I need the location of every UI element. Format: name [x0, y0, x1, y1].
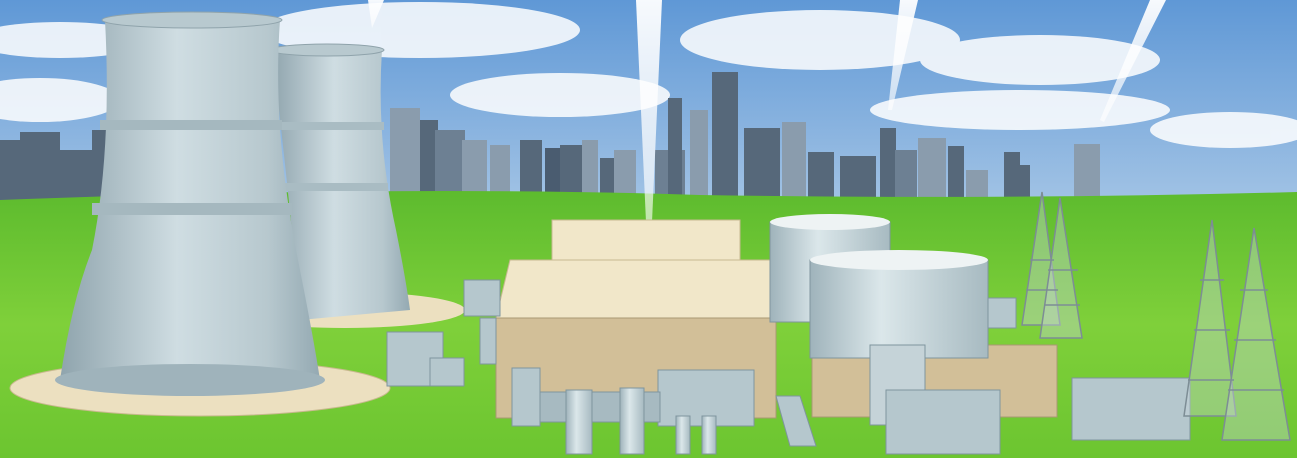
reactor-buildings-part: [987, 297, 1017, 329]
storage-tanks-part: [701, 415, 717, 455]
skyscraper: [560, 145, 582, 205]
turbine-hall-part: [495, 259, 777, 319]
light-beams-part: [636, 0, 662, 222]
storage-tanks-part: [675, 415, 691, 455]
skyscraper: [1074, 144, 1100, 205]
skyscraper: [808, 152, 834, 205]
cooling-tower-back-part: [276, 183, 388, 191]
transmission-towers-part: [1183, 219, 1237, 417]
skyscraper: [1004, 152, 1020, 205]
skyscraper: [948, 146, 964, 205]
skyscraper: [582, 140, 598, 205]
clouds: [0, 2, 1297, 148]
skyscraper: [60, 150, 95, 205]
cooling-tower-back-part: [272, 122, 384, 130]
light-beams-part: [888, 0, 918, 110]
city-skyline: [0, 72, 1100, 205]
turbine-hall-part: [511, 367, 541, 427]
skyscraper: [668, 98, 682, 205]
light-beams: [368, 0, 1166, 222]
skyscraper: [545, 148, 563, 205]
small-buildings-part: [429, 357, 465, 387]
cooling-tower-front-part: [55, 364, 325, 396]
transmission-towers-part: [1039, 197, 1083, 339]
skyscraper: [895, 150, 917, 205]
clouds-part: [0, 78, 120, 122]
skyscraper: [20, 132, 60, 205]
small-buildings-part: [479, 317, 497, 365]
storage-tanks-part: [565, 389, 593, 455]
cooling-tower-back-part: [269, 43, 385, 57]
reactor-buildings-part: [770, 214, 890, 230]
turbine-hall-part: [551, 219, 741, 261]
light-beams-part: [1100, 0, 1166, 122]
skyscraper: [712, 72, 738, 205]
clouds-part: [870, 90, 1170, 130]
skyscraper: [390, 108, 420, 205]
storage-tanks-part: [619, 387, 645, 455]
clouds-part: [450, 73, 670, 117]
small-buildings-part: [775, 395, 817, 447]
transmission-towers: [1021, 191, 1291, 441]
skyscraper: [520, 140, 542, 205]
reactor-buildings-part: [1071, 377, 1191, 441]
skyscraper: [966, 170, 988, 205]
reactor-buildings-part: [810, 250, 988, 270]
skyscraper: [1020, 165, 1030, 205]
skyscraper: [614, 150, 636, 205]
skyscraper: [420, 120, 438, 205]
skyscraper: [880, 128, 896, 205]
light-beams-part: [368, 0, 384, 28]
storage-tanks: [565, 387, 717, 455]
cooling-tower-front: [9, 11, 391, 417]
reactor-buildings: [769, 214, 1191, 455]
skyscraper: [744, 128, 780, 205]
transmission-towers-part: [1221, 227, 1291, 441]
cooling-tower-front-part: [92, 203, 292, 215]
clouds-part: [1150, 112, 1297, 148]
transmission-towers-part: [1026, 259, 1284, 391]
clouds-part: [680, 10, 960, 70]
cooling-tower-front-part: [100, 120, 282, 130]
small-buildings: [386, 279, 817, 447]
reactor-buildings-part: [885, 389, 1001, 455]
skyscraper: [690, 110, 708, 205]
cooling-tower-front-part: [60, 20, 320, 380]
reactor-buildings-part: [809, 259, 989, 359]
clouds-part: [920, 35, 1160, 85]
small-buildings-part: [463, 279, 501, 317]
skyscraper: [918, 138, 946, 205]
skyscraper: [782, 122, 806, 205]
skyscraper: [490, 145, 510, 205]
cooling-tower-front-part: [101, 11, 283, 29]
